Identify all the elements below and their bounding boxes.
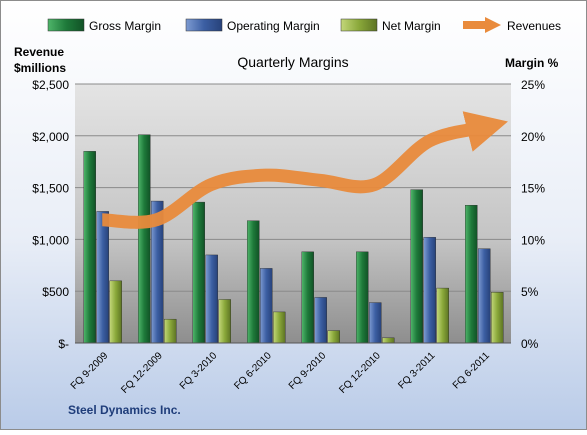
- bar-gross-margin: [138, 134, 151, 344]
- chart-title: Quarterly Margins: [237, 54, 348, 70]
- left-tick-label: $1,000: [32, 233, 69, 247]
- bar-operating-margin: [96, 211, 109, 344]
- bar-gross-margin: [465, 205, 478, 344]
- bar-net-margin: [491, 292, 504, 344]
- legend-label-revenues: Revenues: [507, 19, 561, 33]
- revenue-line-path: [101, 111, 508, 229]
- bar-operating-margin: [205, 254, 218, 344]
- right-tick-label: 10%: [521, 233, 545, 247]
- bar-net-margin: [218, 299, 231, 344]
- bar-gross-margin: [83, 151, 96, 344]
- bar-gross-margin: [301, 251, 314, 344]
- bar-gross-margin: [247, 220, 260, 344]
- left-axis-title-line1: Revenue: [14, 45, 64, 59]
- bar-operating-margin: [314, 297, 327, 344]
- right-tick-label: 15%: [521, 182, 545, 196]
- right-tick-label: 20%: [521, 130, 545, 144]
- left-tick-label: $1,500: [32, 182, 69, 196]
- bar-net-margin: [327, 330, 340, 344]
- legend-label-operating-margin: Operating Margin: [227, 19, 320, 33]
- bar-net-margin: [436, 287, 449, 344]
- revenue-line: [101, 111, 508, 229]
- bar-operating-margin: [478, 248, 491, 344]
- bar-gross-margin: [192, 201, 205, 344]
- left-axis-title-line2: $millions: [14, 61, 66, 75]
- bar-operating-margin: [260, 268, 273, 344]
- bars: [83, 134, 504, 344]
- right-tick-label: 25%: [521, 78, 545, 92]
- bar-net-margin: [382, 337, 395, 344]
- bar-net-margin: [273, 311, 286, 344]
- bar-net-margin: [109, 280, 122, 344]
- bar-operating-margin: [423, 237, 436, 344]
- bar-operating-margin: [369, 302, 382, 344]
- right-tick-label: 0%: [521, 337, 539, 351]
- legend-swatch-net-margin: [340, 18, 378, 32]
- right-axis-title: Margin %: [505, 56, 559, 70]
- bar-gross-margin: [356, 251, 369, 344]
- left-tick-label: $-: [58, 337, 69, 351]
- right-tick-label: 5%: [521, 285, 539, 299]
- left-tick-label: $500: [42, 285, 69, 299]
- legend-label-net-margin: Net Margin: [382, 19, 441, 33]
- legend-swatch-operating-margin: [185, 18, 223, 32]
- left-tick-label: $2,500: [32, 78, 69, 92]
- legend-arrow-icon: [485, 17, 501, 33]
- legend-swatch-gross-margin: [47, 18, 85, 32]
- legend: Gross Margin Operating Margin Net Margin Re…: [47, 17, 561, 33]
- legend-label-gross-margin: Gross Margin: [89, 19, 161, 33]
- bar-gross-margin: [410, 189, 423, 344]
- chart-footer: Steel Dynamics Inc.: [68, 403, 181, 417]
- left-tick-label: $2,000: [32, 130, 69, 144]
- bar-net-margin: [164, 318, 177, 344]
